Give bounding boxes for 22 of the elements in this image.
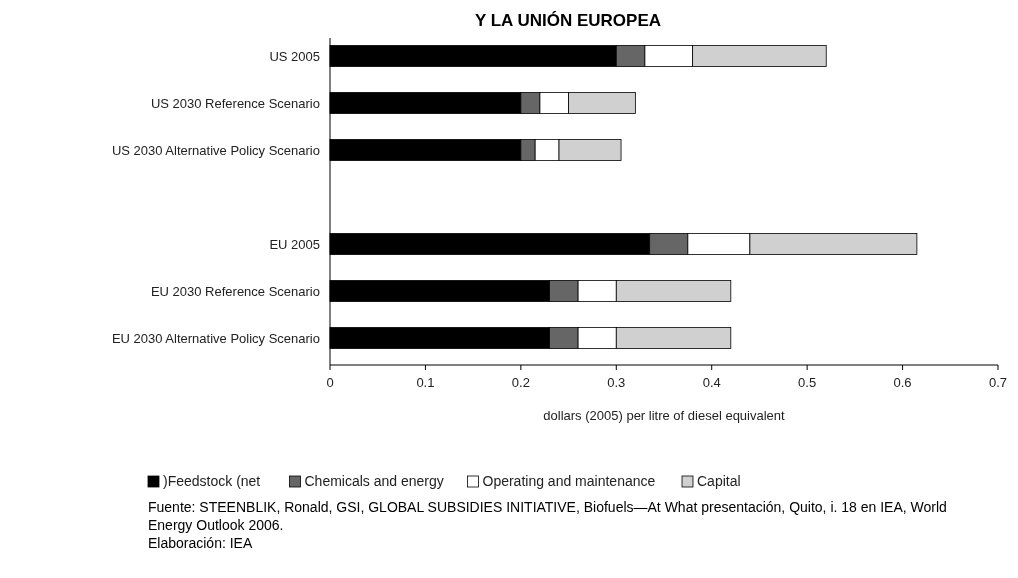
x-tick-label: 0	[326, 375, 334, 390]
x-tick-label: 0.4	[702, 375, 721, 390]
x-tick-label: 0.2	[511, 375, 530, 390]
x-tick-label: 0.5	[798, 375, 817, 390]
y-tick-label: EU 2030 Alternative Policy Scenario	[111, 330, 320, 346]
x-tick-label: 0.1	[416, 375, 435, 390]
x-tick-label: 0.7	[988, 375, 1008, 390]
legend-label: Capital	[697, 473, 741, 489]
y-tick-label: EU 2005	[269, 236, 320, 252]
y-tick-label: US 2005	[269, 48, 320, 64]
legend-label: Operating and maintenance	[482, 473, 656, 489]
y-tick-label: US 2030 Alternative Policy Scenario	[111, 142, 320, 158]
source-note: Fuente: STEENBLIK, Ronald, GSI, GLOBAL SUBSIDIES INITIATIVE, Biofuels—At What presentación, Quito, i. 18 en IEA, World Energy Outlook 2006.	[148, 499, 947, 533]
y-tick-label: US 2030 Reference Scenario	[150, 95, 320, 111]
x-axis-title: dollars (2005) per litre of diesel equivalent	[543, 408, 786, 423]
legend-label: Chemicals and energy	[304, 473, 444, 489]
text: Elaboración: IEA	[148, 535, 253, 551]
x-tick-label: 0.3	[607, 375, 626, 390]
y-tick-label: EU 2030 Reference Scenario	[150, 283, 320, 299]
chart-title: Y LA UNIÓN EUROPEA	[474, 11, 662, 30]
legend-label: )Feedstock (net	[163, 473, 261, 489]
x-tick-label: 0.6	[893, 375, 912, 390]
